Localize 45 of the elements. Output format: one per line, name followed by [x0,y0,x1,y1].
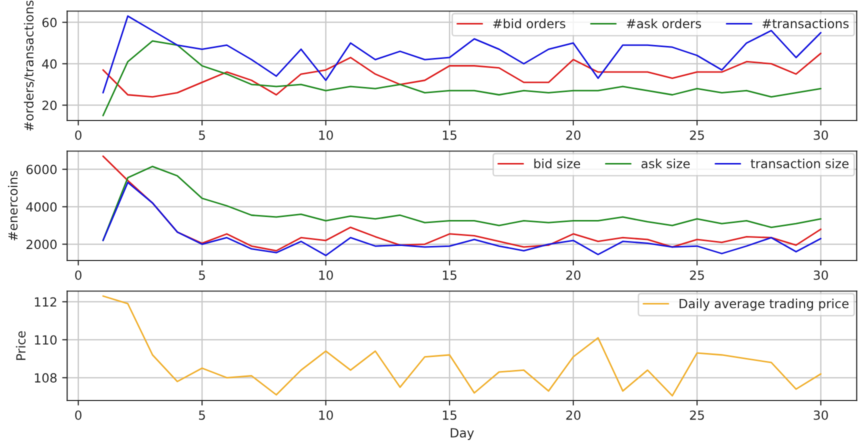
y-tick-label: 4000 [26,202,57,212]
x-tick-label: 25 [690,130,704,140]
x-tick-label: 25 [690,410,704,420]
legend-label: #bid orders [493,18,566,28]
legend-label: transaction size [750,158,849,168]
y-axis-title: #enercoins [8,170,18,240]
x-tick-label: 15 [442,410,456,420]
legend-label: Daily average trading price [680,298,849,311]
legend-label: ask size [642,158,690,168]
x-tick-label: 0 [75,130,82,140]
line-series [102,182,822,256]
y-tick-label: 110 [34,335,57,345]
x-tick-label: 0 [75,270,82,280]
line-series [102,155,822,252]
y-tick-label: 108 [34,373,57,383]
x-tick-label: 30 [814,270,828,280]
x-tick-label: 10 [319,270,333,280]
y-tick-label: 112 [34,297,56,307]
x-tick-label: 5 [199,270,205,280]
x-tick-label: 0 [75,410,82,420]
x-tick-label: 20 [566,270,580,280]
x-tick-label: 5 [199,130,205,140]
x-tick-label: 10 [319,130,333,140]
x-tick-label: 20 [566,130,580,140]
x-tick-label: 25 [690,270,704,280]
y-tick-label: 40 [42,59,57,69]
x-tick-label: 10 [319,410,333,420]
x-tick-label: 30 [814,410,828,420]
y-axis-title: #orders/transactions [24,0,35,131]
legend-label: #ask orders [626,18,701,28]
y-axis-title: Price [16,331,26,360]
x-tick-label: 20 [566,410,580,420]
line-series [102,52,822,98]
y-tick-label: 6000 [26,164,57,174]
y-tick-label: 20 [42,100,57,110]
x-tick-label: 5 [199,410,205,420]
line-series [102,40,822,116]
x-tick-label: 15 [442,130,456,140]
x-tick-label: 15 [442,270,456,280]
legend-label: bid size [534,158,580,168]
x-tick-label: 30 [814,130,828,140]
y-tick-label: 2000 [26,240,57,250]
y-tick-label: 60 [42,18,57,28]
legend-label: #transactions [762,18,849,28]
x-axis-title: Day [450,428,474,440]
